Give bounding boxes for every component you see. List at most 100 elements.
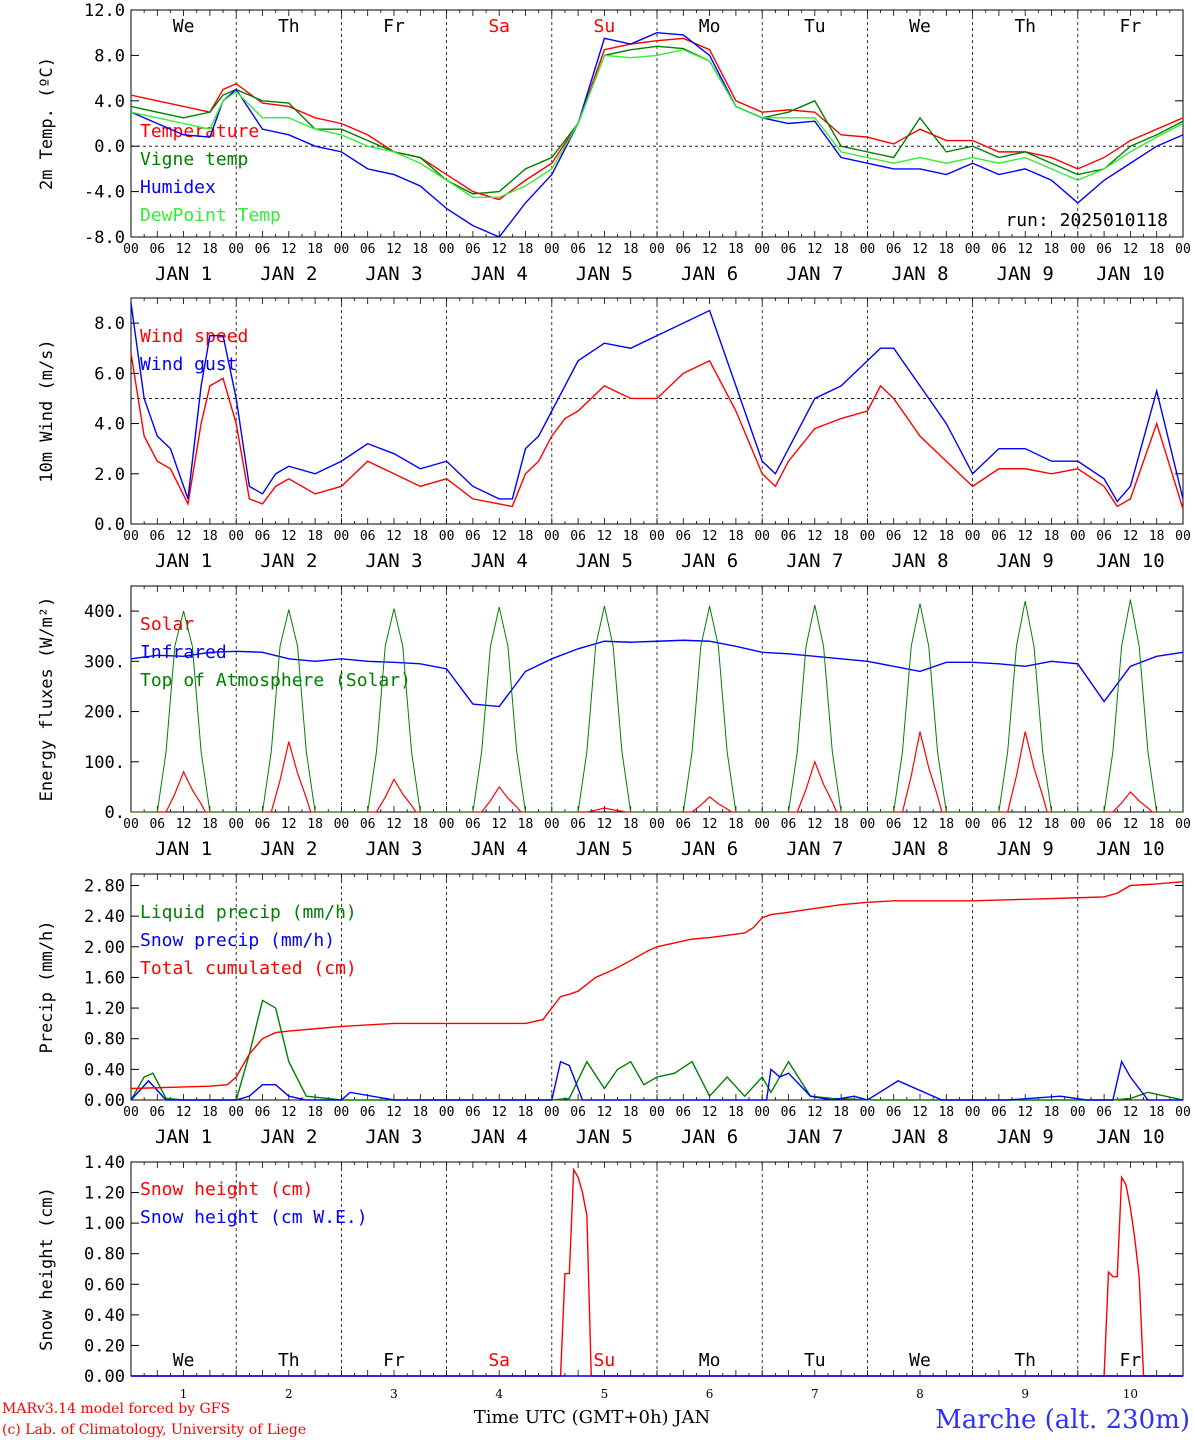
precip-day-label: JAN 8 — [891, 1126, 948, 1148]
temperature-day-label: JAN 1 — [155, 263, 212, 285]
precip-day-label: JAN 10 — [1096, 1126, 1165, 1148]
day-number: 3 — [390, 1387, 398, 1401]
temperature-hour-label: 00 — [965, 242, 981, 257]
temperature-series-0 — [130, 37, 1184, 201]
temperature-hour-label: 00 — [228, 242, 244, 257]
wind-hour-label: 06 — [675, 529, 691, 544]
energy-series-toa — [657, 605, 763, 813]
wind-ytick-label: 8.0 — [94, 314, 125, 334]
temperature-hour-label: 06 — [675, 242, 691, 257]
wind-day-label: JAN 9 — [997, 550, 1054, 572]
energy-legend-entry: Top of Atmosphere (Solar) — [140, 670, 411, 691]
temperature-series-1 — [130, 45, 1184, 195]
temperature-hour-label: 12 — [597, 242, 613, 257]
temperature-day-label: JAN 5 — [576, 263, 633, 285]
temperature-hour-label: 06 — [360, 242, 376, 257]
temperature-hour-label: 06 — [149, 242, 165, 257]
energy-hour-label: 18 — [307, 817, 323, 832]
weekday-label-top: Th — [278, 16, 300, 37]
energy-hour-label: 12 — [597, 817, 613, 832]
wind-day-label: JAN 2 — [260, 550, 317, 572]
station-label: Marche (alt. 230m) — [935, 1405, 1190, 1435]
temperature-ylabel: 2m Temp. (ºC) — [37, 57, 57, 190]
energy-hour-label: 06 — [570, 817, 586, 832]
precip-hour-label: 12 — [281, 1105, 297, 1120]
precip-series-2 — [130, 880, 1184, 1090]
day-number: 4 — [495, 1387, 503, 1401]
energy-series-solar — [867, 731, 973, 813]
weekday-label-bottom: Th — [1014, 1350, 1036, 1371]
energy-series-toa — [972, 600, 1078, 813]
weekday-label-top: Tu — [804, 16, 826, 37]
energy-day-label: JAN 2 — [260, 838, 317, 860]
x-axis-title: Time UTC (GMT+0h) JAN — [474, 1407, 711, 1428]
energy-series-solar — [762, 759, 868, 813]
wind-hour-label: 06 — [1096, 529, 1112, 544]
precip-hour-label: 00 — [1070, 1105, 1086, 1120]
wind-hour-label: 06 — [886, 529, 902, 544]
energy-series-toa — [1077, 599, 1183, 813]
wind-hour-label: 00 — [860, 529, 876, 544]
footer-model: MARv3.14 model forced by GFS — [2, 1401, 230, 1417]
wind-hour-label: 18 — [833, 529, 849, 544]
snow-legend-entry: Snow height (cm W.E.) — [140, 1207, 368, 1228]
wind-series-0 — [130, 353, 1184, 510]
precip-legend-entry: Total cumulated (cm) — [140, 958, 357, 979]
precip-hour-label: 12 — [597, 1105, 613, 1120]
precip-ylabel: Precip (mm/h) — [37, 920, 57, 1053]
temperature-hour-label: 12 — [912, 242, 928, 257]
temperature-legend-entry: Vigne temp — [140, 149, 248, 170]
temperature-legend-entry: DewPoint Temp — [140, 205, 281, 226]
energy-hour-label: 18 — [623, 817, 639, 832]
precip-hour-label: 00 — [649, 1105, 665, 1120]
snow-ytick-label: 0.20 — [84, 1336, 125, 1356]
snow-ytick-label: 1.20 — [84, 1184, 125, 1204]
weekday-label-top: Fr — [383, 16, 405, 37]
temperature-ytick-label: -8.0 — [84, 228, 125, 248]
wind-day-label: JAN 10 — [1096, 550, 1165, 572]
temperature-day-label: JAN 3 — [365, 263, 422, 285]
temperature-day-label: JAN 10 — [1096, 263, 1165, 285]
wind-hour-label: 06 — [570, 529, 586, 544]
wind-hour-label: 18 — [1044, 529, 1060, 544]
precip-ytick-label: 0.40 — [84, 1060, 125, 1080]
wind-hour-label: 18 — [518, 529, 534, 544]
wind-hour-label: 00 — [544, 529, 560, 544]
temperature-legend-entry: Humidex — [140, 177, 216, 198]
energy-day-label: JAN 9 — [997, 838, 1054, 860]
energy-series-toa — [867, 603, 973, 813]
precip-ytick-label: 1.60 — [84, 968, 125, 988]
temperature-hour-label: 06 — [886, 242, 902, 257]
temperature-hour-label: 18 — [1044, 242, 1060, 257]
precip-day-label: JAN 5 — [576, 1126, 633, 1148]
energy-day-label: JAN 6 — [681, 838, 738, 860]
temperature-ytick-label: -4.0 — [84, 183, 125, 203]
precip-hour-label: 18 — [938, 1105, 954, 1120]
energy-series-solar — [341, 778, 447, 813]
temperature-hour-label: 06 — [781, 242, 797, 257]
temperature-hour-label: 12 — [386, 242, 402, 257]
wind-hour-label: 12 — [912, 529, 928, 544]
energy-hour-label: 18 — [518, 817, 534, 832]
energy-day-label: JAN 3 — [365, 838, 422, 860]
wind-day-label: JAN 4 — [471, 550, 528, 572]
temperature-hour-label: 18 — [1149, 242, 1165, 257]
energy-hour-label: 06 — [675, 817, 691, 832]
wind-hour-label: 06 — [149, 529, 165, 544]
weekday-label-top: Mo — [699, 16, 721, 37]
temperature-day-label: JAN 6 — [681, 263, 738, 285]
wind-hour-label: 06 — [781, 529, 797, 544]
energy-series-toa — [131, 610, 237, 813]
temperature-day-label: JAN 8 — [891, 263, 948, 285]
precip-hour-label: 06 — [991, 1105, 1007, 1120]
snow-legend-entry: Snow height (cm) — [140, 1179, 313, 1200]
precip-day-label: JAN 6 — [681, 1126, 738, 1148]
precip-hour-label: 00 — [439, 1105, 455, 1120]
temperature-hour-label: 18 — [623, 242, 639, 257]
energy-day-label: JAN 4 — [471, 838, 528, 860]
energy-ytick-label: 0. — [105, 803, 125, 823]
precip-day-label: JAN 7 — [786, 1126, 843, 1148]
energy-hour-label: 12 — [281, 817, 297, 832]
wind-hour-label: 00 — [649, 529, 665, 544]
